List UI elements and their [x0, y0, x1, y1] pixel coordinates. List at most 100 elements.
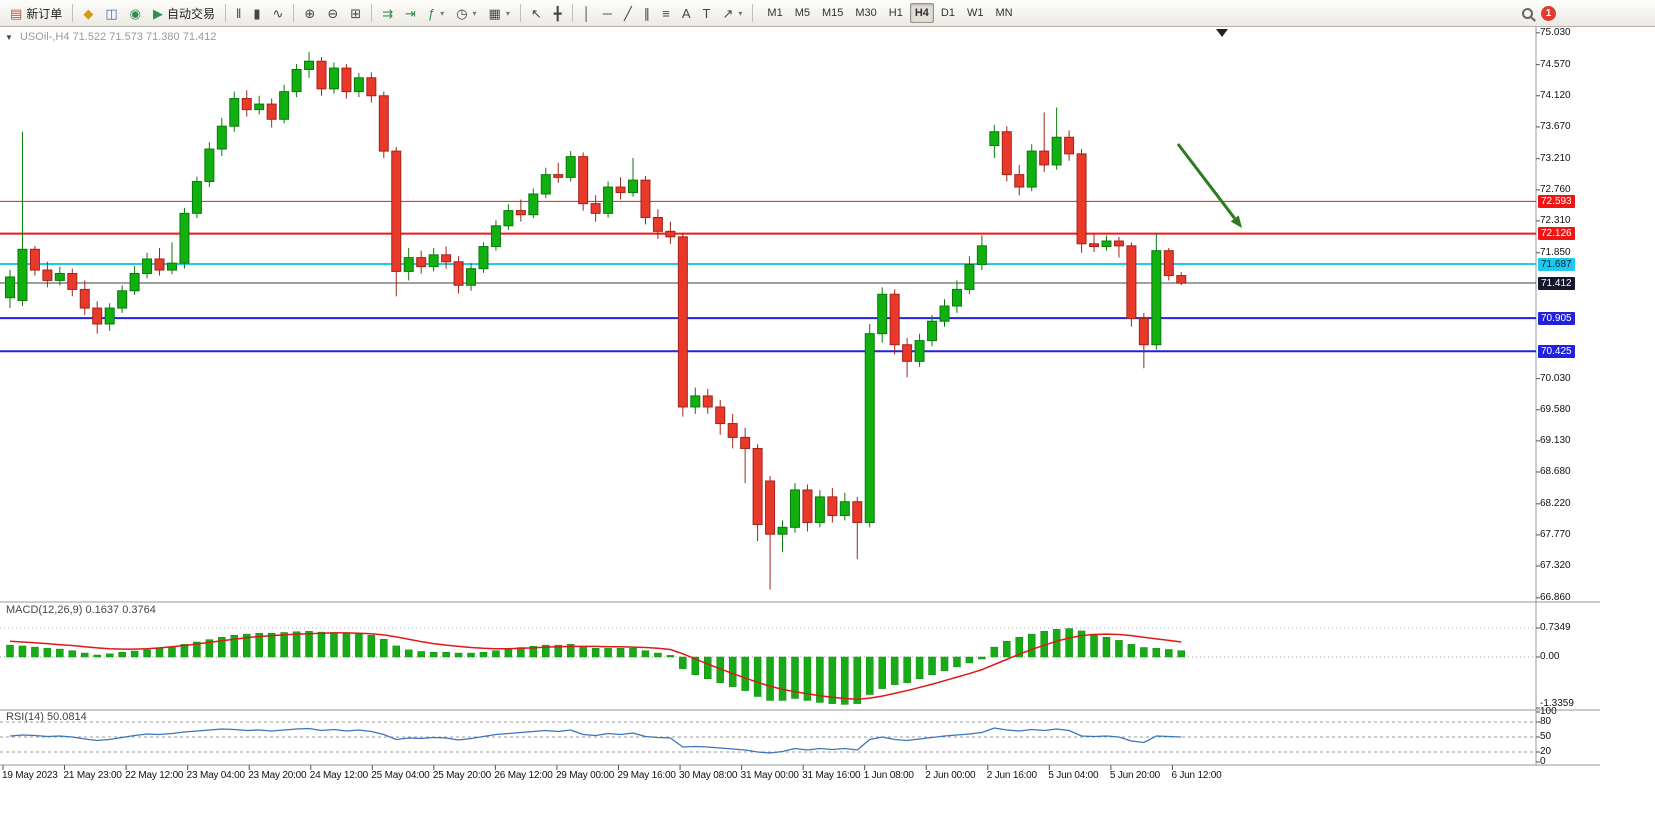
- search-icon[interactable]: [1522, 7, 1533, 19]
- candle: [590, 203, 601, 214]
- macd-histogram-bar: [218, 637, 226, 658]
- notification-badge[interactable]: 1: [1541, 5, 1556, 21]
- macd-histogram-bar: [990, 646, 999, 658]
- candle: [789, 489, 800, 528]
- text-label-button[interactable]: T: [697, 2, 717, 24]
- macd-histogram-bar: [31, 646, 39, 658]
- indicators-button[interactable]: ƒ ▾: [422, 2, 450, 24]
- candle: [603, 186, 614, 214]
- crosshair-button[interactable]: ╋: [548, 2, 568, 24]
- timeframe-button-M5[interactable]: M5: [794, 7, 810, 19]
- vertical-line-button[interactable]: │: [577, 2, 597, 24]
- timeframe-button-H4[interactable]: H4: [909, 3, 934, 23]
- candle: [341, 67, 352, 93]
- chevron-down-icon: ▾: [505, 8, 510, 18]
- macd-histogram-bar: [68, 650, 77, 658]
- candle: [864, 333, 875, 523]
- candle: [54, 273, 65, 281]
- macd-histogram-bar: [417, 651, 425, 658]
- candle: [1113, 240, 1124, 247]
- periods-button[interactable]: ◷ ▾: [450, 2, 482, 24]
- zoom-out-icon: ⊖: [327, 5, 339, 21]
- timeframe-button-D1[interactable]: D1: [940, 7, 955, 19]
- macd-histogram-bar: [853, 656, 862, 704]
- candle: [1176, 275, 1187, 284]
- toolbar: ▤ 新订单 ◆ ◫ ◉ ▶ 自动交易 ‖ ▮ ∿ ⊕ ⊖ ⊞ ⇉ ⇥ ƒ ▾ ◷ ▾ ▦ ▾ ↖ ╋ │ ─ ╱ ∥ ≡ A T ↗ ▾ M1 M…: [0, 0, 1655, 27]
- navigator-button[interactable]: ◉: [124, 2, 147, 24]
- candle: [927, 320, 938, 342]
- macd-histogram-bar: [953, 656, 961, 668]
- macd-histogram-bar: [1152, 648, 1161, 658]
- macd-histogram-bar: [392, 645, 401, 658]
- timeframe-button-H1[interactable]: H1: [888, 7, 903, 19]
- candlestick-chart-button[interactable]: ▮: [247, 2, 266, 24]
- timeframe-button-W1[interactable]: W1: [966, 7, 984, 19]
- autotrading-button[interactable]: ▶ 自动交易: [147, 2, 221, 24]
- templates-button[interactable]: ▦ ▾: [483, 2, 516, 24]
- macd-histogram-bar: [93, 654, 101, 658]
- candle: [117, 290, 128, 309]
- macd-histogram-bar: [105, 653, 114, 658]
- candle: [416, 257, 427, 268]
- candle: [92, 307, 103, 325]
- candle: [1051, 136, 1062, 166]
- timeframe-button-M30[interactable]: M30: [855, 7, 877, 19]
- candle: [478, 246, 489, 270]
- candle: [1014, 174, 1025, 188]
- macd-histogram-bar: [1140, 647, 1148, 658]
- macd-histogram-bar: [629, 648, 637, 658]
- line-chart-button[interactable]: ∿: [267, 2, 290, 24]
- macd-histogram-bar: [978, 656, 986, 660]
- candle: [166, 262, 177, 271]
- auto-scroll-button[interactable]: ⇉: [376, 2, 399, 24]
- channel-button[interactable]: ∥: [638, 2, 657, 24]
- macd-histogram-bar: [890, 656, 899, 685]
- macd-histogram-bar: [579, 646, 587, 658]
- macd-histogram-bar: [641, 650, 650, 658]
- candle: [353, 77, 364, 93]
- chart-shift-marker[interactable]: [1216, 29, 1228, 37]
- trendline-button[interactable]: ╱: [618, 2, 638, 24]
- zoom-in-button[interactable]: ⊕: [298, 2, 321, 24]
- macd-histogram-bar: [1003, 640, 1011, 658]
- macd-histogram-bar: [878, 656, 886, 689]
- toolbar-separator: [371, 4, 373, 22]
- macd-histogram-bar: [1077, 630, 1086, 658]
- bar-chart-button[interactable]: ‖: [230, 2, 247, 24]
- horizontal-line-icon: ─: [602, 5, 612, 21]
- macd-histogram-bar: [255, 633, 263, 658]
- timeframe-button-M1[interactable]: M1: [767, 7, 783, 19]
- macd-histogram-bar: [429, 652, 438, 658]
- cursor-button[interactable]: ↖: [525, 2, 548, 24]
- horizontal-line-button[interactable]: ─: [597, 2, 618, 24]
- candle: [1026, 150, 1037, 188]
- arrow-annotation-head[interactable]: [1230, 215, 1242, 228]
- timeframe-button-MN[interactable]: MN: [995, 7, 1013, 19]
- market-watch-button[interactable]: ◫: [99, 2, 123, 24]
- tile-windows-button[interactable]: ⊞: [344, 2, 367, 24]
- fibonacci-button[interactable]: ≡: [656, 2, 676, 24]
- macd-histogram-bar: [741, 656, 749, 691]
- chart-shift-button[interactable]: ⇥: [399, 2, 422, 24]
- candle: [528, 193, 539, 216]
- macd-histogram-bar: [791, 656, 799, 699]
- macd-histogram-bar: [965, 656, 974, 664]
- arrows-button[interactable]: ↗ ▾: [716, 2, 748, 24]
- candle: [79, 288, 90, 309]
- auto-scroll-icon: ⇉: [382, 5, 394, 21]
- candle: [42, 269, 53, 281]
- macd-histogram-bar: [43, 648, 52, 658]
- zoom-out-button[interactable]: ⊖: [321, 2, 344, 24]
- macd-histogram-bar: [367, 635, 376, 658]
- macd-histogram-bar: [1052, 629, 1061, 658]
- new-order-button[interactable]: ▤ 新订单: [4, 2, 68, 24]
- timeframe-button-M15[interactable]: M15: [821, 7, 844, 19]
- profiles-button[interactable]: ◆: [77, 2, 99, 24]
- macd-histogram-bar: [130, 650, 139, 658]
- arrow-annotation-line[interactable]: [1176, 143, 1236, 220]
- text-button[interactable]: A: [676, 2, 697, 24]
- candle: [216, 125, 227, 150]
- line-chart-icon: ∿: [272, 5, 284, 21]
- macd-histogram-bar: [816, 656, 824, 703]
